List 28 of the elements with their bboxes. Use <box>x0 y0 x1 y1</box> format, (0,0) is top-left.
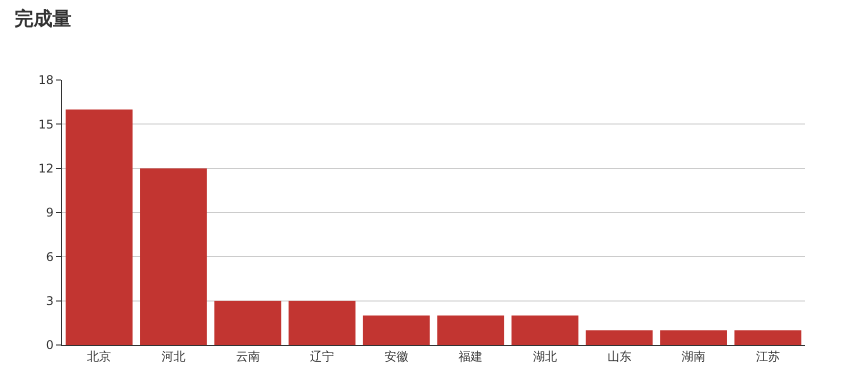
x-tick-label: 江苏 <box>756 349 780 364</box>
x-tick-label: 河北 <box>161 349 186 364</box>
y-tick-label: 6 <box>46 250 54 264</box>
bar <box>437 316 504 345</box>
x-tick-label: 福建 <box>458 349 483 364</box>
x-tick-label: 辽宁 <box>310 349 334 364</box>
y-tick-label: 18 <box>38 73 54 88</box>
x-tick-label: 湖南 <box>682 349 706 364</box>
bar <box>140 168 207 345</box>
bar <box>66 109 133 345</box>
bar <box>586 330 653 345</box>
x-tick-label: 湖北 <box>532 349 557 364</box>
bar <box>362 316 430 345</box>
y-tick-label: 0 <box>46 338 54 352</box>
y-tick-label: 3 <box>46 294 54 308</box>
y-tick-label: 12 <box>38 162 54 176</box>
x-tick-label: 山东 <box>607 349 632 364</box>
bar <box>214 300 282 345</box>
x-tick-label: 北京 <box>87 349 112 364</box>
bar <box>734 330 802 345</box>
bar <box>288 300 356 345</box>
bar <box>660 330 727 345</box>
y-tick-label: 15 <box>38 117 54 132</box>
y-tick-label: 9 <box>46 206 54 220</box>
x-tick-label: 安徽 <box>384 349 408 364</box>
x-tick-label: 云南 <box>236 349 260 364</box>
chart-title: 完成量 <box>14 8 72 30</box>
bar <box>512 316 578 345</box>
